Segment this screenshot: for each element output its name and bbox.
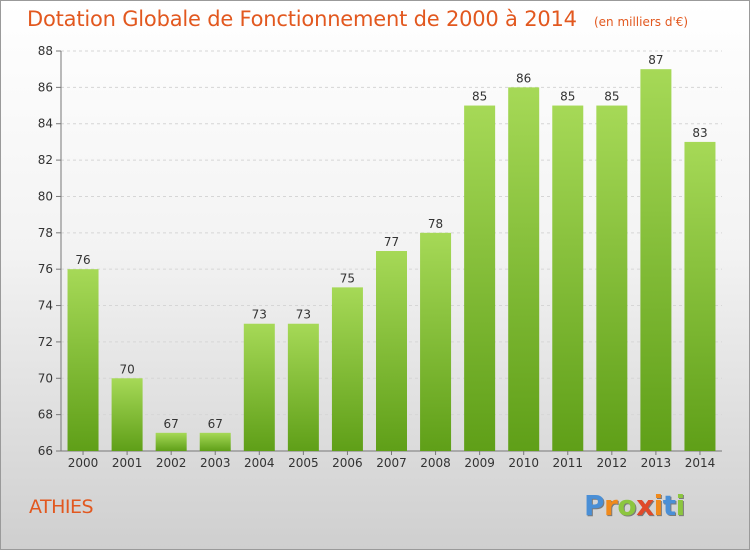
x-tick-label: 2005 bbox=[288, 456, 319, 470]
y-tick-label: 76 bbox=[38, 262, 53, 276]
chart-title: Dotation Globale de Fonctionnement de 20… bbox=[27, 7, 577, 31]
x-tick-label: 2011 bbox=[552, 456, 583, 470]
labels: 2000 76 2001 70 2002 67 2003 67 2004 73 2005 73 2006… bbox=[68, 53, 715, 470]
bar-2007 bbox=[376, 251, 407, 451]
x-tick-label: 2009 bbox=[464, 456, 495, 470]
bar-2002 bbox=[155, 432, 187, 451]
y-tick-label: 66 bbox=[38, 444, 53, 458]
y-tick-label: 74 bbox=[38, 299, 53, 313]
x-tick-label: 2012 bbox=[597, 456, 628, 470]
data-label: 76 bbox=[75, 253, 90, 267]
y-tick-label: 72 bbox=[38, 335, 53, 349]
bar-2005 bbox=[287, 323, 319, 451]
data-label: 83 bbox=[692, 126, 707, 140]
bar-2008 bbox=[420, 232, 452, 451]
data-label: 78 bbox=[428, 217, 443, 231]
bar-2013 bbox=[640, 69, 672, 451]
bar-2000 bbox=[67, 269, 99, 451]
x-tick-label: 2003 bbox=[200, 456, 231, 470]
bar-2003 bbox=[199, 432, 231, 451]
data-label: 85 bbox=[604, 90, 619, 104]
x-tick-label: 2002 bbox=[156, 456, 187, 470]
x-tick-label: 2010 bbox=[508, 456, 539, 470]
bar-2004 bbox=[243, 323, 275, 451]
data-label: 75 bbox=[340, 271, 355, 285]
bar-2012 bbox=[596, 105, 628, 451]
y-tick-label: 82 bbox=[38, 153, 53, 167]
commune-name: ATHIES bbox=[29, 496, 94, 518]
bar-2014 bbox=[684, 141, 716, 451]
data-label: 73 bbox=[296, 308, 311, 322]
y-tick-label: 68 bbox=[38, 408, 53, 422]
data-label: 86 bbox=[516, 71, 531, 85]
y-tick-label: 80 bbox=[38, 189, 53, 203]
data-label: 85 bbox=[560, 90, 575, 104]
y-tick-label: 70 bbox=[38, 371, 53, 385]
proxiti-logo: Proxiti bbox=[584, 489, 685, 522]
data-label: 67 bbox=[164, 417, 179, 431]
y-tick-label: 84 bbox=[38, 117, 53, 131]
bar-2006 bbox=[331, 287, 363, 451]
bar-2001 bbox=[111, 378, 143, 451]
x-tick-label: 2013 bbox=[641, 456, 672, 470]
chart-subtitle: (en milliers d'€) bbox=[593, 15, 689, 29]
data-label: 87 bbox=[648, 53, 663, 67]
bar-2009 bbox=[464, 105, 496, 451]
data-label: 70 bbox=[119, 362, 134, 376]
bar-2011 bbox=[552, 105, 584, 451]
data-label: 67 bbox=[208, 417, 223, 431]
data-label: 77 bbox=[384, 235, 399, 249]
x-tick-label: 2000 bbox=[68, 456, 99, 470]
bars bbox=[67, 69, 716, 451]
x-tick-label: 2014 bbox=[685, 456, 716, 470]
y-tick-label: 86 bbox=[38, 80, 53, 94]
x-tick-label: 2004 bbox=[244, 456, 275, 470]
x-tick-label: 2008 bbox=[420, 456, 451, 470]
x-tick-label: 2007 bbox=[376, 456, 407, 470]
bar-2010 bbox=[508, 87, 540, 451]
data-label: 73 bbox=[252, 308, 267, 322]
y-tick-label: 78 bbox=[38, 226, 53, 240]
data-label: 85 bbox=[472, 90, 487, 104]
chart-header: Dotation Globale de Fonctionnement de 20… bbox=[27, 7, 688, 31]
x-tick-label: 2006 bbox=[332, 456, 363, 470]
y-tick-label: 88 bbox=[38, 44, 53, 58]
x-tick-label: 2001 bbox=[112, 456, 143, 470]
